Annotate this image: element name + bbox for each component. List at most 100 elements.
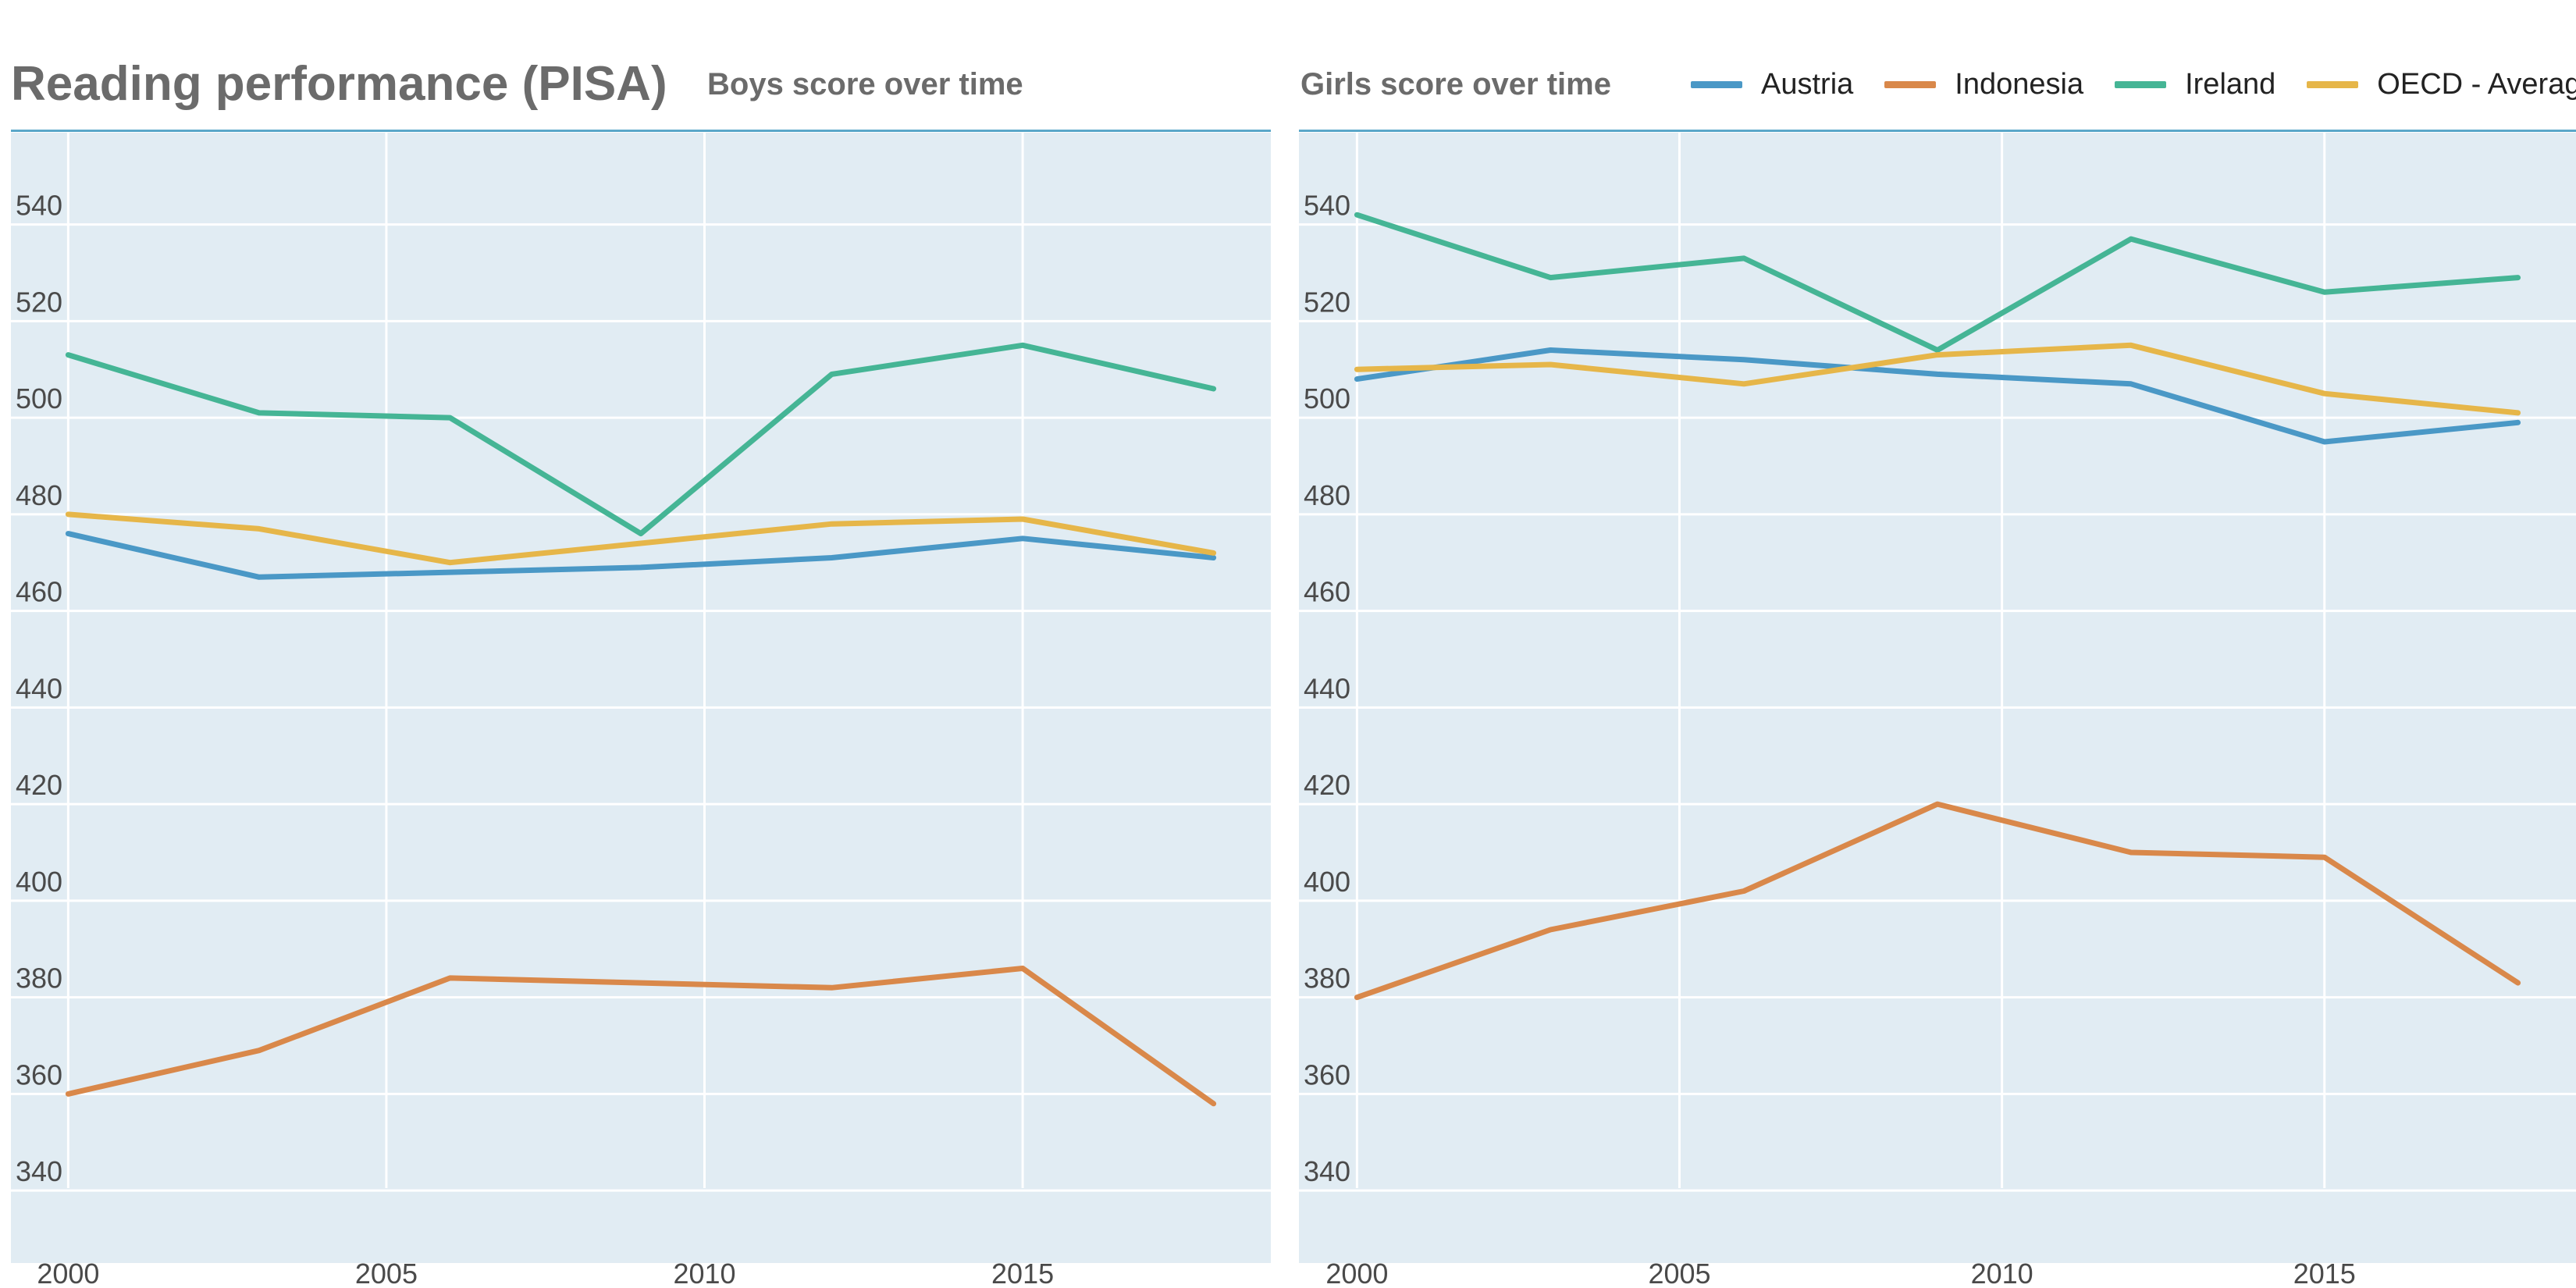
girls-data-point-ireland — [1936, 348, 1939, 352]
girls-y-tick-label: 420 — [1304, 769, 1350, 801]
boys-data-point-austria — [830, 556, 834, 560]
legend-swatch-austria — [1691, 80, 1742, 88]
boys-y-tick-label: 420 — [16, 769, 62, 801]
boys-panel-top-rule — [11, 130, 1271, 132]
boys-data-point-indonesia — [639, 981, 642, 985]
girls-data-point-oecd-average — [1936, 353, 1939, 357]
legend-label-austria: Austria — [1761, 67, 1854, 101]
girls-panel-top-rule — [1299, 130, 2576, 132]
boys-y-tick-label: 500 — [16, 382, 62, 415]
boys-data-point-ireland — [1212, 386, 1215, 390]
girls-data-point-ireland — [2516, 276, 2520, 279]
girls-data-point-oecd-average — [1355, 368, 1359, 372]
girls-y-tick-label: 500 — [1304, 382, 1350, 415]
boys-x-tick-label: 2015 — [991, 1258, 1054, 1288]
boys-data-point-oecd-average — [639, 541, 642, 545]
legend-item-indonesia: Indonesia — [1884, 68, 2083, 101]
boys-data-point-austria — [1212, 556, 1215, 560]
girls-data-point-indonesia — [2322, 856, 2326, 859]
boys-data-point-indonesia — [1021, 966, 1025, 970]
girls-data-point-indonesia — [1936, 802, 1939, 806]
boys-x-tick-label: 2010 — [673, 1258, 735, 1288]
girls-panel-title: Girls score over time — [1300, 67, 1611, 101]
girls-y-tick-label: 460 — [1304, 576, 1350, 608]
boys-data-point-austria — [448, 571, 452, 575]
girls-y-tick-label: 540 — [1304, 190, 1350, 222]
girls-data-point-austria — [1936, 372, 1939, 376]
girls-data-point-indonesia — [2129, 851, 2133, 855]
girls-y-tick-label: 380 — [1304, 962, 1350, 994]
boys-data-point-oecd-average — [1021, 518, 1025, 521]
legend-label-ireland: Ireland — [2185, 67, 2276, 101]
girls-data-point-oecd-average — [2322, 392, 2326, 396]
boys-panel-title: Boys score over time — [707, 67, 1023, 101]
girls-y-tick-label: 480 — [1304, 479, 1350, 511]
boys-data-point-austria — [66, 532, 70, 535]
boys-data-point-austria — [257, 575, 261, 579]
boys-x-tick-label: 2005 — [355, 1258, 418, 1288]
girls-chart: 340 360 380 400 420 440 460 480 500 520 540 2000 200… — [1299, 133, 2576, 1288]
boys-data-point-ireland — [66, 353, 70, 357]
girls-data-point-austria — [1742, 358, 1746, 361]
girls-data-point-ireland — [1549, 276, 1553, 279]
legend: Austria Indonesia Ireland OECD - Average — [1691, 66, 2576, 103]
boys-y-tick-label: 440 — [16, 672, 62, 704]
girls-data-point-oecd-average — [1549, 363, 1553, 367]
boys-data-point-oecd-average — [830, 522, 834, 526]
boys-data-point-oecd-average — [1212, 551, 1215, 555]
girls-data-point-oecd-average — [1742, 382, 1746, 386]
girls-y-tick-label: 340 — [1304, 1155, 1350, 1187]
girls-data-point-ireland — [2129, 237, 2133, 241]
legend-swatch-ireland — [2115, 80, 2167, 88]
girls-x-tick-label: 2000 — [1325, 1258, 1388, 1288]
girls-data-point-ireland — [2322, 290, 2326, 294]
girls-data-point-ireland — [1355, 213, 1359, 217]
chart-header: Reading performance (PISA) Boys score ov… — [0, 0, 2576, 133]
boys-data-point-oecd-average — [448, 560, 452, 564]
boys-chart: 340 360 380 400 420 440 460 480 500 520 540 2000 200… — [11, 133, 1271, 1288]
boys-y-tick-label: 340 — [16, 1155, 62, 1187]
girls-x-tick-label: 2010 — [1971, 1258, 2033, 1288]
boys-data-point-ireland — [448, 416, 452, 420]
girls-data-point-austria — [2516, 421, 2520, 425]
legend-label-indonesia: Indonesia — [1955, 67, 2084, 101]
boys-data-point-indonesia — [66, 1092, 70, 1096]
boys-data-point-ireland — [830, 372, 834, 376]
girls-data-point-austria — [2322, 440, 2326, 444]
page-title: Reading performance (PISA) — [11, 57, 667, 111]
boys-x-tick-label: 2000 — [37, 1258, 99, 1288]
girls-data-point-indonesia — [1355, 995, 1359, 999]
girls-data-point-indonesia — [2516, 981, 2520, 985]
girls-data-point-oecd-average — [2129, 343, 2133, 347]
boys-data-point-oecd-average — [66, 512, 70, 516]
legend-item-austria: Austria — [1691, 68, 1853, 101]
boys-data-point-austria — [639, 565, 642, 569]
girls-y-tick-label: 520 — [1304, 286, 1350, 318]
girls-data-point-oecd-average — [2516, 411, 2520, 415]
girls-data-point-indonesia — [1549, 928, 1553, 932]
girls-data-point-indonesia — [1742, 889, 1746, 893]
legend-label-oecd-average: OECD - Average — [2377, 67, 2576, 101]
girls-y-tick-label: 440 — [1304, 672, 1350, 704]
legend-item-oecd-average: OECD - Average — [2307, 68, 2576, 101]
girls-data-point-ireland — [1742, 256, 1746, 260]
boys-y-tick-label: 520 — [16, 286, 62, 318]
boys-data-point-indonesia — [448, 976, 452, 980]
boys-data-point-austria — [1021, 536, 1025, 540]
boys-data-point-ireland — [639, 532, 642, 535]
girls-x-tick-label: 2005 — [1648, 1258, 1710, 1288]
girls-data-point-austria — [2129, 382, 2133, 386]
girls-y-tick-label: 360 — [1304, 1059, 1350, 1091]
boys-data-point-ireland — [1021, 343, 1025, 347]
boys-y-tick-label: 480 — [16, 479, 62, 511]
boys-data-point-indonesia — [1212, 1101, 1215, 1105]
boys-data-point-indonesia — [830, 986, 834, 990]
girls-y-tick-label: 400 — [1304, 866, 1350, 898]
boys-data-point-oecd-average — [257, 527, 261, 531]
boys-y-tick-label: 400 — [16, 866, 62, 898]
legend-item-ireland: Ireland — [2115, 68, 2275, 101]
legend-swatch-oecd-average — [2307, 80, 2359, 88]
legend-swatch-indonesia — [1884, 80, 1937, 88]
boys-y-tick-label: 360 — [16, 1059, 62, 1091]
